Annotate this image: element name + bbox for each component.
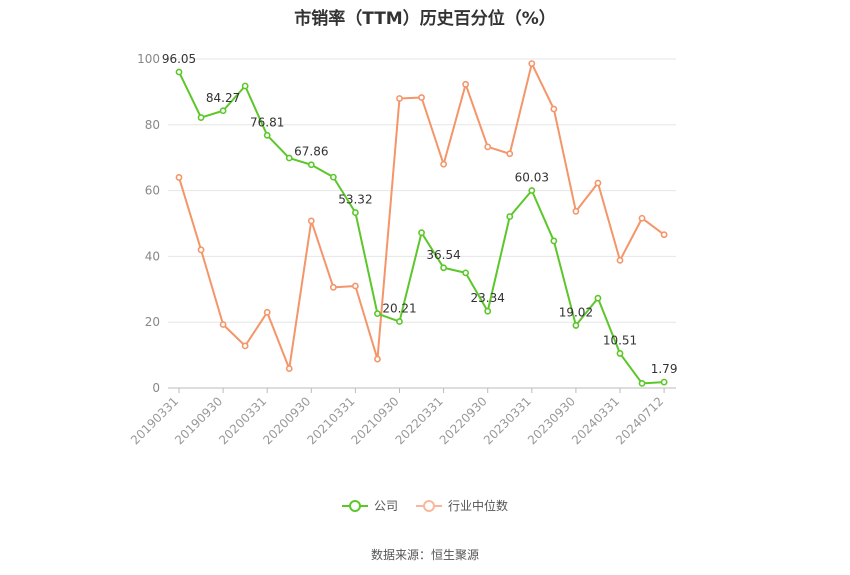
company-data-point <box>241 82 249 90</box>
industry-median-data-point <box>638 214 646 222</box>
industry-median-data-point <box>175 174 183 181</box>
company-data-label: 76.81 <box>250 115 284 129</box>
y-tick-label: 80 <box>145 118 160 132</box>
company-data-point <box>660 378 668 386</box>
company-data-label: 84.27 <box>206 91 240 105</box>
company-data-label: 1.79 <box>651 362 678 376</box>
company-data-label: 20.21 <box>382 302 416 316</box>
industry-median-data-point <box>660 231 668 239</box>
chart-title: 市销率（TTM）历史百分位（%） <box>294 9 556 29</box>
industry-median-data-point <box>506 150 514 158</box>
company-data-point <box>351 209 359 216</box>
company-data-point <box>219 107 227 115</box>
company-data-label: 96.05 <box>162 52 196 66</box>
company-data-point <box>528 187 536 194</box>
industry-median-data-point <box>351 282 359 290</box>
company-data-label: 53.32 <box>338 193 372 207</box>
company-data-label: 36.54 <box>426 248 460 262</box>
y-tick-label: 60 <box>145 184 160 198</box>
company-data-point <box>418 229 425 237</box>
legend-item-industry-median[interactable]: 行业中位数 <box>416 497 508 514</box>
industry-median-data-point <box>528 60 536 68</box>
axes: 0204060801002019033120190930202003312020… <box>128 52 676 447</box>
industry-legend-marker-icon <box>416 499 442 513</box>
series-lines <box>175 60 668 387</box>
industry-median-data-point <box>374 355 381 363</box>
industry-median-data-point <box>418 94 425 101</box>
company-legend-marker-icon <box>341 499 368 513</box>
company-data-point <box>616 350 624 357</box>
industry-median-data-point <box>263 308 271 316</box>
company-data-label: 60.03 <box>515 171 549 185</box>
company-data-point <box>638 379 646 387</box>
company-data-point <box>329 173 337 181</box>
company-data-point <box>440 264 447 272</box>
y-tick-label: 20 <box>145 315 160 329</box>
industry-median-data-point <box>484 143 492 151</box>
industry-median-data-point <box>550 105 558 113</box>
company-data-point <box>484 307 492 315</box>
data-source-note: 数据来源：恒生聚源 <box>370 548 479 562</box>
company-data-point <box>307 161 315 169</box>
industry-median-series-line <box>178 62 665 370</box>
industry-median-data-point <box>462 80 470 88</box>
legend-label-industry-median: 行业中位数 <box>448 499 509 513</box>
industry-median-data-point <box>307 217 315 225</box>
company-data-label: 67.86 <box>294 145 328 159</box>
industry-median-data-point <box>594 179 602 187</box>
industry-median-data-point <box>241 342 249 350</box>
company-data-label: 19.02 <box>559 305 593 319</box>
legend-item-company[interactable]: 公司 <box>341 497 398 514</box>
company-data-point <box>396 318 403 325</box>
company-data-point <box>550 237 558 245</box>
y-tick-label: 40 <box>145 249 160 263</box>
company-data-point <box>285 154 293 162</box>
legend: 公司 行业中位数 <box>0 497 850 514</box>
industry-median-data-point <box>219 321 227 328</box>
y-tick-label: 100 <box>137 52 160 66</box>
y-tick-label: 0 <box>152 381 160 395</box>
industry-median-data-point <box>329 283 337 291</box>
company-data-label: 10.51 <box>603 333 637 347</box>
industry-median-data-point <box>572 207 580 215</box>
company-data-point <box>374 310 381 318</box>
company-data-point <box>175 68 183 76</box>
company-data-point <box>594 294 602 302</box>
industry-median-data-point <box>440 160 447 168</box>
industry-median-data-point <box>616 256 624 264</box>
industry-median-data-point <box>197 246 205 254</box>
company-data-point <box>263 131 271 139</box>
company-data-point <box>506 213 514 220</box>
industry-median-data-point <box>285 365 293 372</box>
company-data-point <box>572 322 580 329</box>
company-data-label: 23.34 <box>471 291 505 305</box>
legend-label-company: 公司 <box>373 499 398 513</box>
industry-median-data-point <box>396 95 403 102</box>
data-labels: 96.05 84.27 76.81 67.86 53.32 20.21 36.54 23.34… <box>162 52 678 376</box>
company-data-point <box>462 269 470 277</box>
x-tick-label: 20240712 <box>613 394 666 447</box>
company-data-point <box>197 114 205 121</box>
